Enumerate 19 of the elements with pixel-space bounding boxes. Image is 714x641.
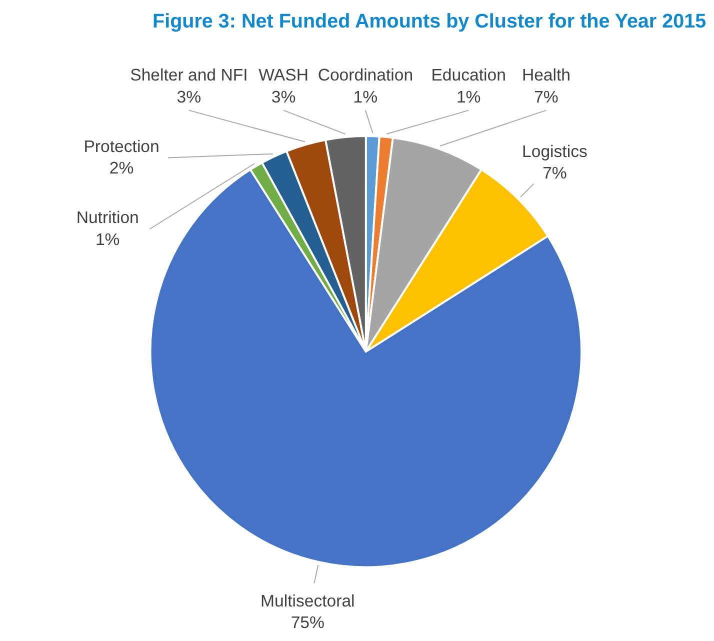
data-label: 1%: [456, 87, 481, 106]
data-label: 7%: [542, 164, 567, 183]
data-label: 3%: [271, 87, 296, 106]
slice-label: Protection: [84, 136, 160, 156]
data-label: 2%: [109, 158, 134, 178]
slice-label: Logistics: [522, 142, 588, 161]
data-label: 75%: [290, 613, 325, 632]
slice-label: Shelter and NFI: [130, 66, 248, 85]
data-label: 7%: [534, 87, 558, 106]
chart-title: Figure 3: Net Funded Amounts by Cluster for the Year 2015: [152, 10, 706, 32]
slice-label: Education: [431, 66, 506, 85]
slice-label: Multisectoral: [260, 591, 355, 610]
data-label: 1%: [95, 230, 120, 249]
slice-label: Coordination: [318, 66, 414, 85]
slice-label: Nutrition: [76, 208, 139, 228]
slice-label: Health: [522, 66, 571, 85]
slice-label: WASH: [258, 66, 308, 85]
data-label: 3%: [176, 87, 202, 106]
data-label: 1%: [353, 87, 378, 106]
